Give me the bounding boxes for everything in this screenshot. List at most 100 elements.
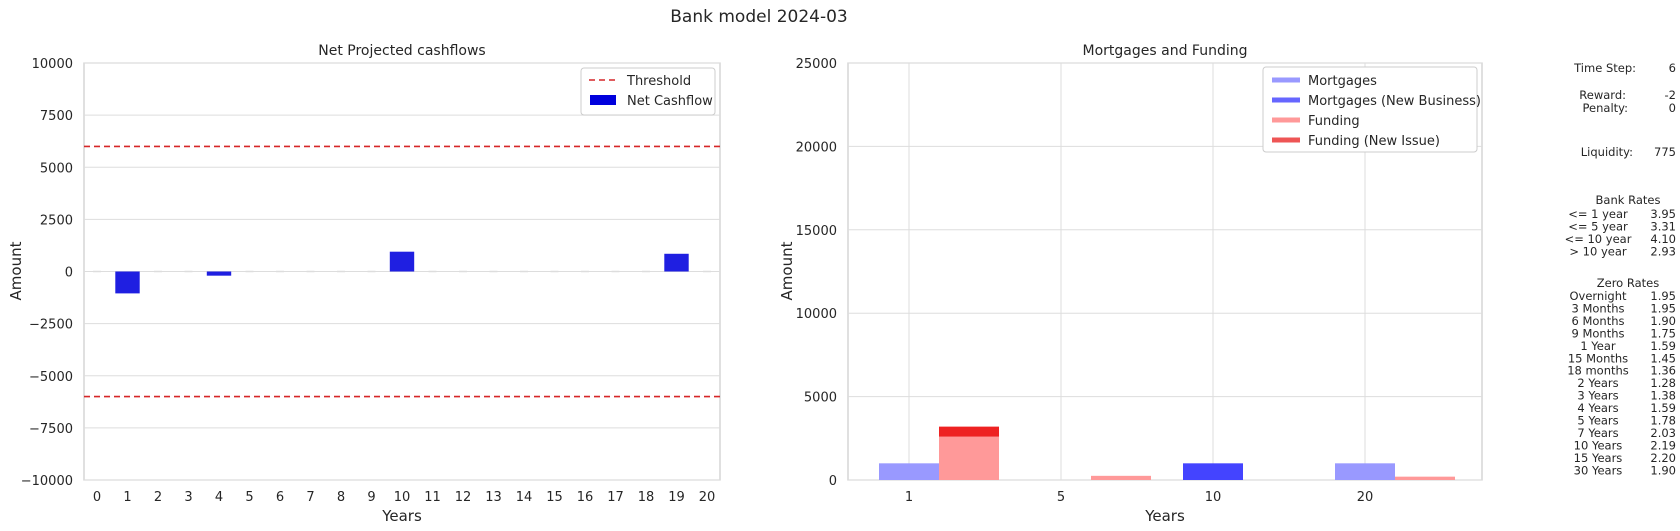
c1-xtick-label: 18 <box>638 490 655 505</box>
c1-legend-threshold-label: Threshold <box>626 74 691 89</box>
c1-xtick-label: 12 <box>455 490 472 505</box>
zero-rate-label: 1 Year <box>1580 339 1616 353</box>
c1-ytick-label: 2500 <box>40 213 73 228</box>
c2-ytick-label: 5000 <box>804 391 837 406</box>
c2-xtick-label: 10 <box>1205 490 1222 505</box>
bank-rates-title: Bank Rates <box>1596 193 1661 207</box>
c1-xlabel: Years <box>381 507 422 525</box>
c1-xtick-label: 10 <box>394 490 411 505</box>
reward-label: Reward: <box>1579 88 1626 102</box>
bank-rate-value: 3.31 <box>1650 219 1676 233</box>
zero-rate-value: 1.28 <box>1650 376 1676 390</box>
zero-rates-list: Overnight 1.95 3 Months 1.95 6 Months 1.90 9 M… <box>1567 289 1676 477</box>
c1-xtick-label: 4 <box>215 490 223 505</box>
c1-xtick-label: 0 <box>93 490 101 505</box>
bank-rate-label: <= 10 year <box>1565 232 1632 246</box>
zero-rate-value: 2.20 <box>1650 451 1676 465</box>
c1-ytick-label: −7500 <box>29 422 73 437</box>
zero-rate-value: 1.59 <box>1650 339 1676 353</box>
bank-rate-label: > 10 year <box>1569 244 1627 258</box>
zero-rate-label: 5 Years <box>1577 414 1618 428</box>
c1-xtick-label: 6 <box>276 490 284 505</box>
c1-xtick-label: 5 <box>245 490 253 505</box>
reward-value: -2 <box>1665 88 1676 102</box>
c1-bar <box>389 251 415 272</box>
c1-ytick-label: 10000 <box>32 57 73 72</box>
c2-xtick-label: 1 <box>905 490 913 505</box>
zero-rate-label: 10 Years <box>1574 438 1623 452</box>
bank-rate-label: <= 1 year <box>1568 207 1628 221</box>
zero-rate-value: 1.78 <box>1650 414 1676 428</box>
mortgages-funding-chart: Mortgages and Funding Years Amount 25000… <box>778 43 1483 525</box>
c1-xtick-label: 1 <box>123 490 131 505</box>
c1-bar <box>664 253 689 272</box>
c1-xtick-label: 11 <box>424 490 441 505</box>
c2-legend-funding-label: Funding <box>1308 114 1360 129</box>
bank-rate-value: 3.95 <box>1650 207 1676 221</box>
time-step-value: 6 <box>1669 61 1676 75</box>
c2-ylabel: Amount <box>778 241 796 300</box>
zero-rate-label: 7 Years <box>1577 426 1618 440</box>
c2-legend-box <box>1262 66 1478 153</box>
c1-legend-cashflow-label: Net Cashflow <box>627 94 713 109</box>
penalty-label: Penalty: <box>1583 101 1628 115</box>
bank-rates-list: <= 1 year 3.95 <= 5 year 3.31 <= 10 year 4.10… <box>1565 207 1676 258</box>
c1-xtick-label: 7 <box>306 490 314 505</box>
zero-rate-value: 1.95 <box>1650 289 1676 303</box>
c2-ytick-label: 20000 <box>796 140 837 155</box>
c2-mortgages-new-bar <box>1183 463 1243 480</box>
figure-title: Bank model 2024-03 <box>670 7 847 27</box>
c1-xtick-label: 14 <box>516 490 533 505</box>
zero-rate-value: 2.03 <box>1650 426 1676 440</box>
c2-xlabel: Years <box>1144 507 1185 525</box>
c1-ytick-label: 5000 <box>40 161 73 176</box>
c2-legend-funding-new-label: Funding (New Issue) <box>1308 134 1440 149</box>
zero-rate-value: 1.38 <box>1650 389 1676 403</box>
zero-rate-label: 3 Years <box>1577 389 1618 403</box>
zero-rate-value: 1.45 <box>1650 351 1676 365</box>
zero-rate-label: 30 Years <box>1574 463 1623 477</box>
c2-title: Mortgages and Funding <box>1083 43 1248 59</box>
zero-rate-value: 1.36 <box>1650 364 1676 378</box>
zero-rate-label: 9 Months <box>1571 326 1624 340</box>
c1-xtick-label: 2 <box>154 490 162 505</box>
c2-xtick-label: 20 <box>1357 490 1374 505</box>
c2-xtick-label: 5 <box>1057 490 1065 505</box>
zero-rate-value: 1.90 <box>1650 314 1676 328</box>
bank-rate-value: 2.93 <box>1650 244 1676 258</box>
c2-ytick-label: 15000 <box>796 224 837 239</box>
c2-legend: Mortgages Mortgages (New Business) Fundi… <box>1262 66 1481 153</box>
c1-xtick-label: 15 <box>546 490 563 505</box>
zero-rate-value: 1.90 <box>1650 463 1676 477</box>
zero-rate-label: 4 Years <box>1577 401 1618 415</box>
c1-ytick-label: 7500 <box>40 109 73 124</box>
c1-xtick-label: 8 <box>337 490 345 505</box>
zero-rates-title: Zero Rates <box>1597 276 1659 290</box>
c2-funding-bar <box>1091 475 1151 480</box>
c2-ytick-label: 10000 <box>796 307 837 322</box>
penalty-value: 0 <box>1669 101 1676 115</box>
net-cashflow-chart: Net Projected cashflows Years Amount 100… <box>7 43 721 525</box>
zero-rate-value: 1.95 <box>1650 301 1676 315</box>
c1-legend-cashflow-swatch <box>590 95 616 105</box>
c1-xtick-label: 20 <box>699 490 716 505</box>
c2-mortgages-bar <box>1335 463 1395 480</box>
bank-rate-label: <= 5 year <box>1568 219 1628 233</box>
c1-xtick-label: 16 <box>577 490 594 505</box>
liquidity-label: Liquidity: <box>1581 145 1633 159</box>
c1-title: Net Projected cashflows <box>318 43 485 59</box>
zero-rate-value: 2.19 <box>1650 438 1676 452</box>
zero-rate-value: 1.59 <box>1650 401 1676 415</box>
c2-legend-mortgages-new-label: Mortgages (New Business) <box>1308 94 1481 109</box>
c2-mortgages-bar <box>879 463 939 480</box>
liquidity-value: 775 <box>1654 145 1676 159</box>
c1-bar <box>115 271 140 294</box>
c1-ytick-label: −2500 <box>29 318 73 333</box>
zero-rate-label: 15 Months <box>1568 351 1628 365</box>
c2-ytick-label: 0 <box>829 474 837 489</box>
c1-bar <box>206 271 232 276</box>
c2-funding-bar <box>1395 476 1455 480</box>
zero-rate-label: 15 Years <box>1574 451 1623 465</box>
c2-legend-mortgages-label: Mortgages <box>1308 74 1377 89</box>
